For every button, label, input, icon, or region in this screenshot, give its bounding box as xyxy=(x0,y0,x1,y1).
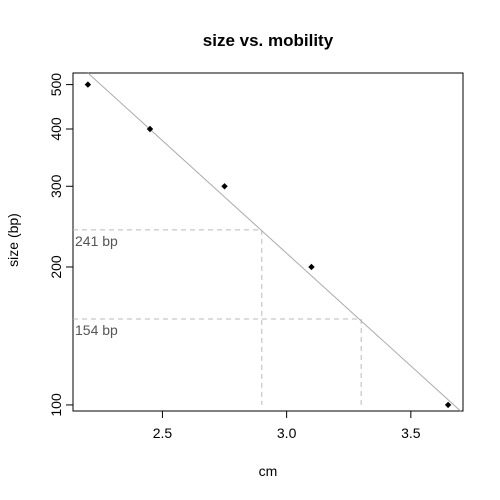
data-point xyxy=(444,401,452,409)
x-tick-label: 3.0 xyxy=(277,425,297,441)
x-axis: 2.5 3.0 3.5 xyxy=(153,411,421,441)
y-tick-label: 300 xyxy=(48,174,64,198)
y-tick-label: 500 xyxy=(48,73,64,97)
data-points xyxy=(84,81,452,409)
data-point xyxy=(84,81,92,88)
x-axis-label: cm xyxy=(259,463,278,479)
fit-line xyxy=(87,72,461,412)
y-tick-label: 200 xyxy=(48,255,64,279)
annotations: 241 bp 154 bp xyxy=(75,233,118,338)
plot-frame xyxy=(72,72,464,412)
annotation-label: 241 bp xyxy=(75,233,118,249)
x-tick-label: 2.5 xyxy=(153,425,173,441)
data-point xyxy=(221,183,228,190)
y-tick-label: 100 xyxy=(48,393,64,417)
data-point xyxy=(146,125,154,133)
annotation-label: 154 bp xyxy=(75,322,118,338)
y-axis-label: size (bp) xyxy=(5,213,21,267)
y-tick-label: 400 xyxy=(48,117,64,141)
data-point xyxy=(308,263,315,271)
fit-line-group xyxy=(87,72,461,412)
x-tick-label: 3.5 xyxy=(401,425,421,441)
guide-lines xyxy=(73,229,362,405)
chart-title: size vs. mobility xyxy=(203,31,334,50)
y-axis: 100 200 300 400 500 xyxy=(48,73,73,417)
